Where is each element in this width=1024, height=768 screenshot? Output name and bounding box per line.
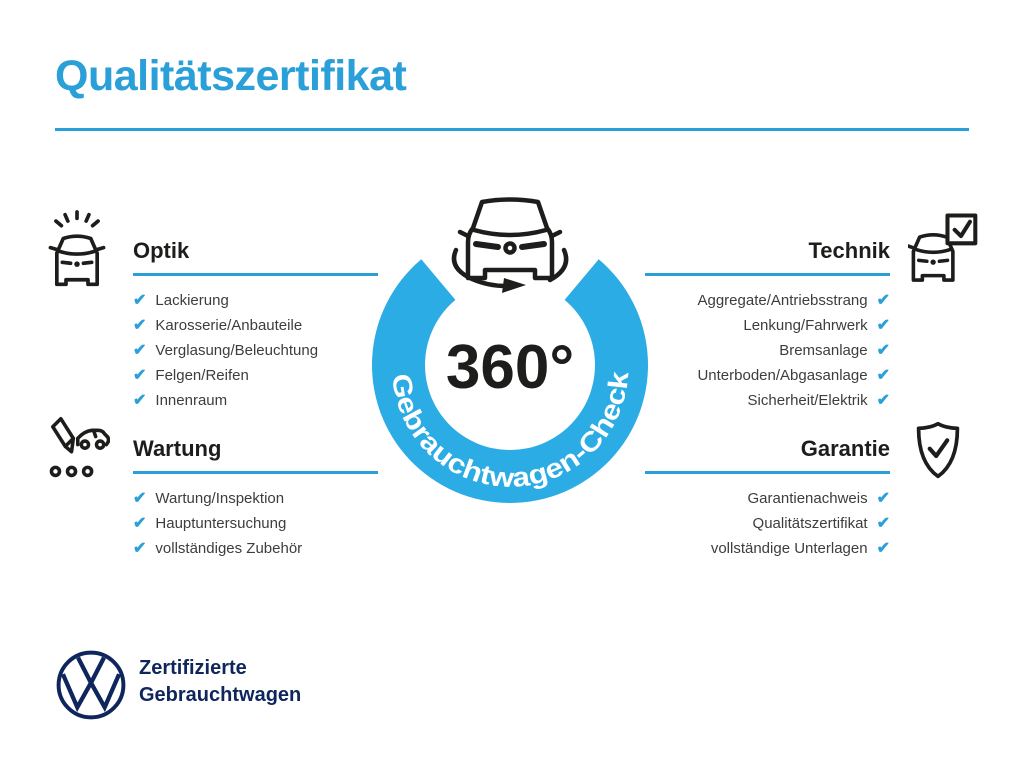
check-icon: ✔ [876,539,890,557]
list-item: ✔ Innenraum [133,388,378,413]
list-item: ✔ vollständiges Zubehör [133,536,378,561]
section-divider [645,471,890,474]
list-item: Qualitätszertifikat ✔ [645,511,890,536]
check-icon: ✔ [133,514,147,532]
section-divider [133,471,378,474]
list-item-label: Unterboden/Abgasanlage [697,367,868,384]
brand-line-2: Gebrauchtwagen [139,684,302,706]
title-divider [55,128,969,131]
list-item-label: Garantienachweis [747,490,868,507]
section-optik: Optik ✔ Lackierung ✔ Karosserie/Anbauteile… [133,240,378,413]
list-item-label: Qualitätszertifikat [752,515,868,532]
degree-label: 360° [446,333,574,402]
list-item: Garantienachweis ✔ [645,486,890,511]
list-item: ✔ Karosserie/Anbauteile [133,313,378,338]
section-title-wartung: Wartung [133,436,222,461]
check-icon: ✔ [133,316,147,334]
shield-check-icon [912,420,964,486]
section-wartung: Wartung ✔ Wartung/Inspektion ✔ Hauptunters… [133,438,378,561]
ring-arc [372,259,648,504]
list-item: vollständige Unterlagen ✔ [645,536,890,561]
list-item-label: Hauptuntersuchung [155,515,287,532]
section-divider [645,273,890,276]
wartung-checklist: ✔ Wartung/Inspektion ✔ Hauptuntersuchung ✔… [133,486,378,561]
brand-line-1: Zertifizierte [139,657,247,679]
section-title-optik: Optik [133,238,190,263]
list-item-label: vollständige Unterlagen [710,540,868,557]
list-item: Bremsanlage ✔ [645,338,890,363]
check-icon: ✔ [133,341,147,359]
list-item: Aggregate/Antriebsstrang ✔ [645,288,890,313]
list-item-label: Innenraum [155,392,228,409]
list-item: Sicherheit/Elektrik ✔ [645,388,890,413]
list-item-label: Aggregate/Antriebsstrang [697,292,868,309]
brand-wordmark: Zertifizierte Gebrauchtwagen [139,655,301,709]
check-icon: ✔ [133,391,147,409]
list-item: ✔ Lackierung [133,288,378,313]
list-item-label: Verglasung/Beleuchtung [155,342,319,359]
list-item-label: Bremsanlage [779,342,868,359]
vw-logo [55,649,127,726]
list-item-label: Sicherheit/Elektrik [747,392,868,409]
list-item-label: Karosserie/Anbauteile [155,317,303,334]
list-item: Unterboden/Abgasanlage ✔ [645,363,890,388]
list-item: ✔ Hauptuntersuchung [133,511,378,536]
list-item-label: vollständiges Zubehör [155,540,303,557]
check-icon: ✔ [133,291,147,309]
ring-svg: Gebrauchtwagen-Check 360° [372,259,648,504]
optik-checklist: ✔ Lackierung ✔ Karosserie/Anbauteile ✔ Verg… [133,288,378,413]
check-icon: ✔ [133,366,147,384]
page-title: Qualitätszertifikat [55,52,407,100]
list-item: Lenkung/Fahrwerk ✔ [645,313,890,338]
car-inspection-icon [906,210,978,287]
section-technik: Technik Aggregate/Antriebsstrang ✔ Lenkun… [645,240,890,413]
check-icon: ✔ [876,489,890,507]
garantie-checklist: Garantienachweis ✔ Qualitätszertifikat ✔ v… [645,486,890,561]
check-icon: ✔ [133,489,147,507]
check-icon: ✔ [133,539,147,557]
check-icon: ✔ [876,391,890,409]
list-item-label: Felgen/Reifen [155,367,249,384]
list-item: ✔ Felgen/Reifen [133,363,378,388]
list-item-label: Lackierung [155,292,229,309]
service-checklist-icon [42,408,111,488]
check-icon: ✔ [876,316,890,334]
shiny-car-icon [44,210,110,294]
rotating-car-icon [440,190,580,299]
360-check-ring: Gebrauchtwagen-Check 360° [360,215,660,520]
check-icon: ✔ [876,291,890,309]
check-icon: ✔ [876,366,890,384]
technik-checklist: Aggregate/Antriebsstrang ✔ Lenkung/Fahrwe… [645,288,890,413]
section-title-garantie: Garantie [800,436,890,461]
check-icon: ✔ [876,341,890,359]
section-title-technik: Technik [808,238,890,263]
list-item: ✔ Verglasung/Beleuchtung [133,338,378,363]
section-divider [133,273,378,276]
list-item-label: Lenkung/Fahrwerk [743,317,868,334]
section-garantie: Garantie Garantienachweis ✔ Qualitätszert… [645,438,890,561]
list-item-label: Wartung/Inspektion [155,490,285,507]
list-item: ✔ Wartung/Inspektion [133,486,378,511]
check-icon: ✔ [876,514,890,532]
